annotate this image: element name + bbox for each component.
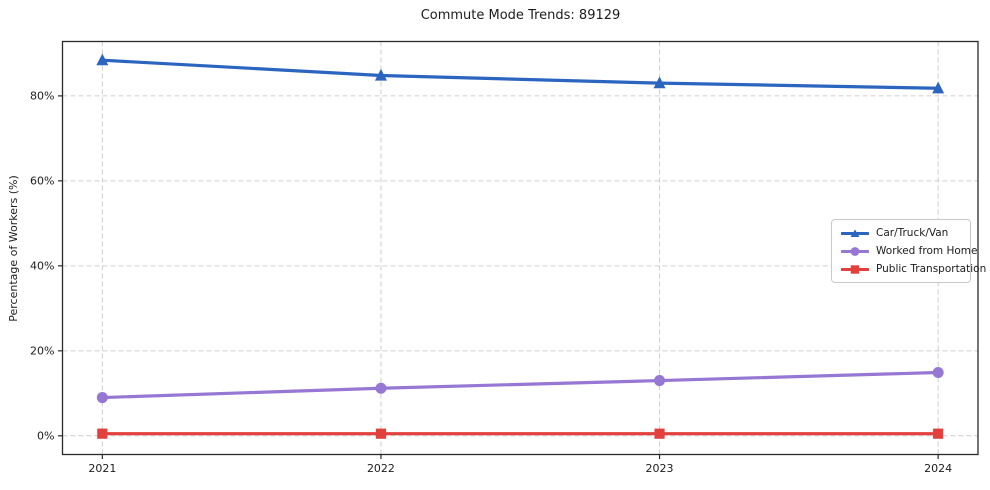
- x-tick-label: 2022: [367, 462, 395, 475]
- data-point-circle: [375, 382, 387, 394]
- plot-border: [61, 40, 979, 456]
- legend-swatch: [841, 246, 869, 256]
- series-line: [100, 58, 940, 90]
- legend-label: Public Transportation: [876, 263, 987, 275]
- legend-label: Worked from Home: [876, 245, 978, 257]
- legend-circle-icon: [850, 246, 860, 256]
- legend-swatch: [841, 229, 869, 237]
- y-tick-label: 20%: [30, 345, 54, 358]
- legend-item: Worked from Home: [841, 244, 977, 258]
- x-tick-label: 2023: [646, 462, 674, 475]
- data-point-square: [933, 428, 944, 439]
- y-tick-label: 80%: [30, 90, 54, 103]
- legend-item: Car/Truck/Van: [841, 226, 962, 240]
- data-point-square: [375, 428, 387, 439]
- data-point-circle: [654, 375, 666, 387]
- data-point-square: [654, 428, 665, 439]
- y-tick-label: 60%: [30, 175, 54, 188]
- data-point-circle: [96, 392, 108, 404]
- x-tick-label: 2024: [924, 462, 952, 475]
- legend-item: Public Transportation: [841, 262, 986, 276]
- data-point-circle: [932, 366, 944, 379]
- data-point-square: [97, 428, 108, 439]
- legend-triangle-icon: [850, 229, 860, 237]
- data-point-triangle: [374, 68, 387, 81]
- legend-square-icon: [850, 264, 860, 274]
- legend-label: Car/Truck/Van: [876, 227, 949, 239]
- data-point-triangle: [653, 76, 666, 89]
- legend: Car/Truck/Van Worked from Home Public Tran…: [831, 219, 986, 283]
- series-line: [100, 370, 940, 400]
- y-tick-label: 40%: [30, 260, 54, 273]
- x-tick-label: 2021: [88, 462, 116, 475]
- legend-swatch: [841, 264, 869, 274]
- data-point-triangle: [96, 53, 109, 66]
- y-tick-label: 0%: [37, 430, 54, 443]
- data-point-triangle: [932, 81, 945, 94]
- chart-title: Commute Mode Trends: 89129: [420, 8, 621, 23]
